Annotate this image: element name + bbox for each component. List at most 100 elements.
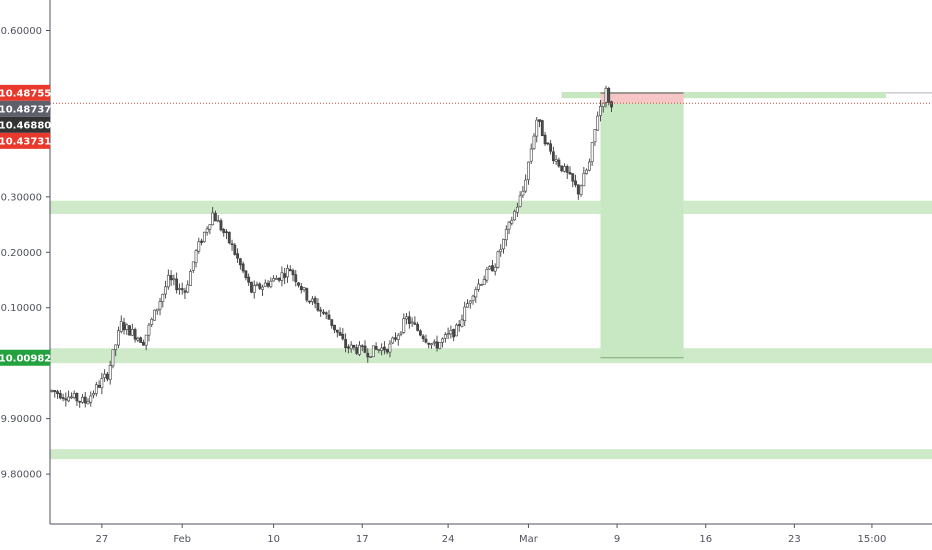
candle-body	[139, 337, 143, 343]
candle-body	[346, 346, 350, 349]
y-tick-label: 10.60000	[0, 26, 42, 37]
candlestick-series	[50, 85, 613, 408]
candle	[443, 332, 447, 343]
candle-body	[549, 143, 553, 152]
price-tag-label: 10.43731	[0, 136, 51, 147]
candle	[106, 371, 109, 382]
candle-body	[50, 390, 54, 392]
candle-body	[108, 365, 112, 380]
candle-body	[111, 349, 115, 367]
candle-body	[560, 165, 564, 172]
candle	[507, 220, 511, 235]
candle	[446, 327, 450, 340]
candle	[56, 389, 59, 399]
candle	[380, 343, 384, 356]
candle-body	[596, 115, 600, 131]
short-position-tool[interactable]	[600, 92, 684, 359]
candle	[341, 328, 345, 341]
candle	[538, 119, 541, 128]
candle-body	[117, 330, 120, 346]
candle	[269, 277, 273, 289]
candle-body	[78, 400, 82, 403]
candle-body	[435, 341, 439, 349]
candle-body	[579, 185, 583, 195]
candle-body	[477, 283, 480, 290]
candle	[543, 131, 547, 146]
candle	[319, 306, 323, 317]
candle-body	[103, 373, 107, 378]
entry-band	[561, 92, 886, 99]
price-tag: 10.46880	[0, 116, 51, 133]
candle-body	[405, 316, 408, 320]
candle	[604, 85, 608, 108]
candle	[125, 323, 129, 336]
candle	[322, 309, 325, 315]
candle-body	[482, 279, 486, 285]
price-tags: 10.48755 10.48737 10.46880 10.43731 10.00982	[0, 84, 51, 366]
candle-body	[61, 397, 65, 399]
candle-body	[324, 312, 328, 315]
candle-body	[590, 142, 594, 163]
candle-body	[610, 101, 613, 108]
candle	[438, 342, 442, 350]
x-tick-label: 15:00	[858, 534, 887, 545]
candle-body	[274, 278, 278, 280]
candle-body	[374, 346, 378, 350]
candle-body	[369, 356, 372, 358]
candle	[75, 392, 79, 407]
candle-body	[491, 265, 494, 272]
candle-body	[424, 338, 428, 343]
candle-body	[244, 270, 248, 279]
candle-body	[186, 284, 190, 293]
candle-body	[241, 263, 245, 272]
y-tick-label: 10.20000	[0, 248, 42, 259]
candle-body	[485, 269, 489, 281]
candle	[568, 166, 572, 175]
candle-body	[452, 328, 456, 338]
candle	[238, 257, 242, 270]
candle	[169, 270, 173, 286]
candle-body	[72, 393, 76, 398]
candle-body	[86, 401, 90, 405]
candle-body	[100, 378, 104, 389]
candle-body	[446, 333, 450, 335]
candle	[527, 161, 530, 185]
candle	[308, 300, 312, 304]
candle	[164, 280, 167, 299]
candle	[92, 390, 95, 399]
stop-loss-zone	[600, 92, 684, 104]
candle	[155, 308, 159, 315]
candle	[144, 334, 148, 351]
candle-body	[125, 324, 129, 330]
candle-body	[513, 211, 516, 221]
candle	[560, 165, 564, 173]
candle	[208, 224, 212, 235]
candle	[272, 275, 276, 282]
candle	[227, 231, 231, 245]
candle-body	[460, 319, 464, 327]
candle-body	[432, 341, 436, 344]
candle	[94, 381, 98, 397]
candle	[407, 311, 411, 329]
candle	[316, 298, 320, 312]
candle-body	[202, 231, 206, 242]
candle	[574, 174, 577, 188]
candle-body	[222, 229, 226, 233]
candle	[333, 324, 336, 334]
candle-body	[532, 135, 536, 150]
candle-body	[355, 347, 359, 354]
price-tag: 10.00982	[0, 349, 51, 366]
candle-body	[563, 166, 566, 172]
candle-body	[283, 273, 287, 278]
candle-body	[247, 276, 251, 283]
candle-body	[330, 319, 334, 326]
candle	[590, 141, 594, 166]
candle	[97, 380, 101, 389]
candle-body	[172, 278, 176, 281]
candle-body	[349, 344, 353, 350]
candle	[579, 184, 583, 197]
candle-body	[499, 249, 503, 253]
candle-body	[557, 159, 561, 167]
candle	[294, 270, 298, 287]
candle	[510, 216, 514, 226]
